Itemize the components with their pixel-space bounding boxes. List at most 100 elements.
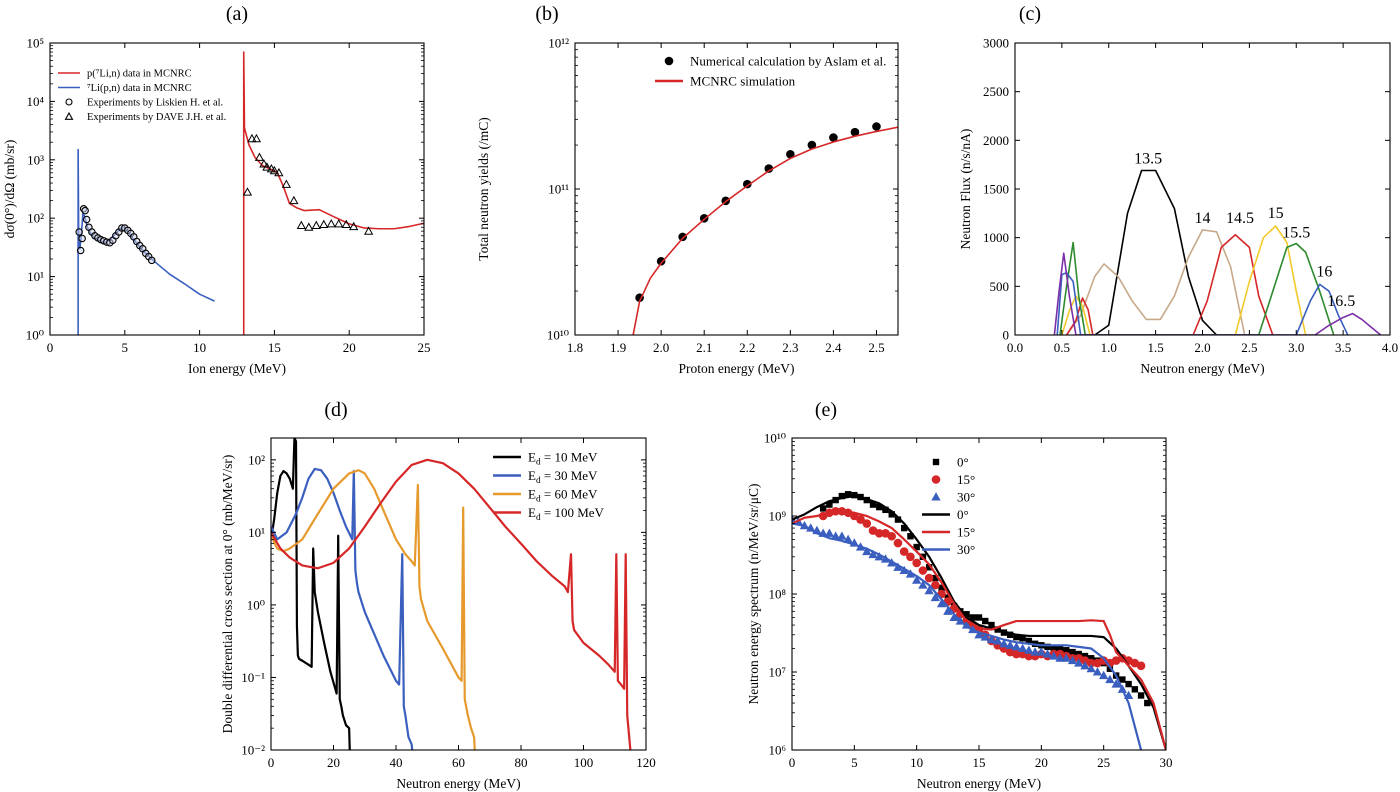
series-label: 15 (1268, 205, 1284, 222)
x-tick-label: 1.9 (610, 340, 626, 355)
data-point (262, 162, 272, 171)
data-point (918, 580, 928, 589)
plot-area (1053, 169, 1382, 335)
x-axis-label: Neutron energy (MeV) (917, 776, 1041, 791)
legend-entry: 15° (922, 525, 975, 540)
x-tick-label: 10 (193, 340, 206, 355)
series-line-7 (1056, 271, 1349, 335)
legend-label-rest: = 30 MeV (541, 468, 598, 483)
data-point (1049, 651, 1059, 660)
data-point (78, 234, 86, 243)
y-tick-label: 10⁻² (241, 743, 265, 758)
y-axis-label: Neutron Flux (n/s/nA) (958, 129, 973, 250)
series-line-2 (271, 467, 414, 750)
data-point (1080, 660, 1090, 670)
y-tick-label: 10¹ (27, 269, 44, 284)
series-line-8 (1053, 252, 1382, 335)
legend-label-sub: d (536, 513, 541, 523)
y-tick-label: 10² (27, 211, 44, 226)
series-markers-4 (242, 133, 374, 235)
data-point (242, 187, 253, 196)
data-point (874, 529, 884, 538)
series-markers-2 (818, 506, 1146, 671)
x-tick-label: 2.0 (1194, 340, 1210, 355)
data-point (1024, 651, 1034, 661)
legend-marker-icon (65, 98, 73, 106)
series-line-6 (1059, 241, 1335, 335)
x-tick-label: 2.3 (782, 340, 798, 355)
legend-entry: Experiments by Liskien H. et al. (65, 98, 223, 109)
panel-label: (e) (815, 399, 837, 421)
legend-label-sub: d (536, 495, 541, 505)
legend-label: 30° (957, 490, 975, 505)
x-tick-label: 20 (343, 340, 356, 355)
legend-entry: 0° (922, 507, 969, 522)
data-point (678, 232, 687, 242)
data-point (326, 219, 336, 228)
legend-entry: Ed = 30 MeV (493, 468, 598, 486)
data-point (912, 558, 921, 568)
legend-label: 0° (957, 455, 969, 470)
legend-label: ⁷Li(p,n) data in MCNRC (87, 83, 192, 94)
panel-e: (e) 0 5 10 15 20 25 30 10⁶ 10⁷ 10⁸ 10⁹ 10¹⁰ Neutron e… (746, 399, 1173, 791)
legend-label: Ed = 100 MeV (528, 505, 605, 523)
data-point (81, 206, 89, 215)
panel-c: (c) 0.0 0.5 1.0 1.5 2.0 2.5 3.0 3.5 4.0 0 500 1000 15… (958, 3, 1398, 376)
data-point (1069, 648, 1076, 656)
x-tick-label: 0.0 (1007, 340, 1023, 355)
panel-label: (b) (535, 3, 558, 25)
legend-label-main: E (528, 450, 536, 465)
data-point (311, 220, 321, 230)
y-axis-label: Neutron energy spectrum (n/MeV/sr/μC) (746, 483, 761, 704)
plot-area (75, 51, 424, 335)
legend-entry: p(⁷Li,n) data in MCNRC (58, 69, 192, 80)
x-tick-label: 4.0 (1382, 340, 1398, 355)
data-point (341, 219, 351, 229)
plot-area (271, 438, 632, 750)
data-point (869, 501, 877, 508)
x-tick-label: 2.1 (696, 340, 712, 355)
legend-label: Experiments by Liskien H. et al. (87, 98, 223, 109)
y-tick-label: 1500 (983, 182, 1009, 197)
legend-entry: Ed = 100 MeV (493, 505, 605, 523)
series-line-4 (792, 494, 1166, 750)
panel-b: (b) 1.8 1.9 2.0 2.1 2.2 2.3 2.4 2.5 10¹⁰ 10¹¹ 10¹² P… (476, 3, 899, 376)
x-tick-label: 15 (268, 340, 281, 355)
data-point (888, 511, 895, 518)
x-tick-label: 3.0 (1288, 340, 1304, 355)
x-tick-label: 5 (851, 755, 858, 770)
legend-entry: Ed = 10 MeV (493, 450, 598, 468)
legend-label: Experiments by DAVE J.H. et al. (87, 112, 226, 123)
legend-label: 15° (957, 525, 975, 540)
axes-frame (49, 42, 425, 336)
data-point (1013, 633, 1020, 641)
data-point (862, 546, 872, 556)
data-point (1067, 655, 1078, 665)
x-tick-label: 2.4 (825, 340, 842, 355)
legend-label: MCNRC simulation (690, 74, 796, 89)
x-tick-label: 0 (268, 755, 275, 770)
legend-entry: ⁷Li(p,n) data in MCNRC (58, 83, 192, 94)
data-point (1056, 645, 1064, 652)
data-point (1061, 653, 1071, 662)
y-tick-label: 2500 (983, 84, 1009, 99)
series-line-2 (632, 126, 898, 335)
series-line-3 (271, 469, 476, 750)
data-point (1144, 699, 1151, 707)
data-point (907, 533, 914, 540)
legend-label: p(⁷Li,n) data in MCNRC (87, 69, 192, 80)
legend-label: Ed = 10 MeV (528, 450, 598, 468)
data-point (82, 215, 91, 224)
data-point (975, 614, 983, 621)
x-tick-label: 60 (452, 755, 465, 770)
y-tick-label: 10⁶ (768, 743, 786, 758)
data-point (807, 140, 817, 150)
x-tick-label: 20 (327, 755, 340, 770)
legend-label: Ed = 30 MeV (528, 468, 598, 486)
series-line-5 (1061, 225, 1307, 335)
data-point (147, 256, 156, 265)
legend-entry: Experiments by DAVE J.H. et al. (64, 111, 226, 123)
data-point (1074, 658, 1084, 667)
x-tick-label: 100 (574, 755, 594, 770)
